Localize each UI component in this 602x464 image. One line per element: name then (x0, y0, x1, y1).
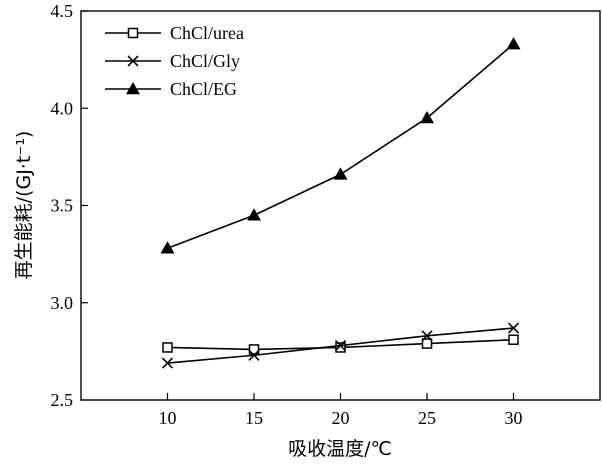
plot-area (80, 10, 601, 401)
legend-item: ChCl/EG (105, 79, 237, 99)
series-chcl-gly (161, 322, 520, 369)
data-point (335, 342, 346, 353)
data-point (334, 339, 347, 352)
data-point (420, 110, 434, 124)
series-chcl-eg (160, 37, 521, 254)
data-point (333, 167, 348, 180)
legend-marker (127, 55, 139, 67)
x-tick-label: 30 (505, 408, 523, 428)
x-tick-label: 25 (418, 408, 436, 428)
legend-item: ChCl/urea (105, 23, 244, 43)
y-tick-label: 3.0 (51, 293, 74, 313)
data-point (161, 357, 174, 369)
data-point (421, 338, 433, 349)
legend-marker (126, 82, 140, 95)
series-chcl-urea (162, 334, 519, 355)
y-axis-title: 再生能耗/(GJ·t⁻¹) (13, 131, 35, 280)
legend-label: ChCl/Gly (170, 51, 240, 71)
legend-item: ChCl/Gly (105, 51, 240, 71)
y-tick-label: 3.5 (51, 196, 74, 216)
legend-marker (127, 27, 139, 39)
x-tick-label: 10 (159, 408, 177, 428)
legend-label: ChCl/EG (170, 79, 237, 99)
x-tick-label: 20 (332, 408, 350, 428)
data-point (247, 208, 261, 221)
legend: ChCl/urea ChCl/Gly ChCl/EG (105, 23, 244, 99)
y-tick-label: 4.5 (51, 1, 74, 21)
legend-label: ChCl/urea (170, 23, 244, 43)
data-point (162, 342, 173, 353)
x-tick-label: 15 (245, 408, 263, 428)
data-point (507, 322, 520, 334)
data-point (248, 349, 260, 361)
x-axis-title: 吸收温度/℃ (288, 438, 392, 460)
y-tick-label: 2.5 (51, 390, 74, 410)
y-axis: 2.5 3.0 3.5 4.0 4.5 (51, 1, 88, 410)
data-point (248, 344, 260, 355)
data-point (160, 241, 175, 254)
x-axis: 10 15 20 25 30 (159, 393, 523, 428)
y-tick-label: 4.0 (51, 98, 74, 118)
data-point (508, 334, 519, 345)
plot-frame (80, 10, 601, 401)
series-layer (160, 37, 521, 369)
series-line (167, 43, 515, 250)
data-point (506, 37, 521, 50)
data-point (421, 330, 433, 342)
